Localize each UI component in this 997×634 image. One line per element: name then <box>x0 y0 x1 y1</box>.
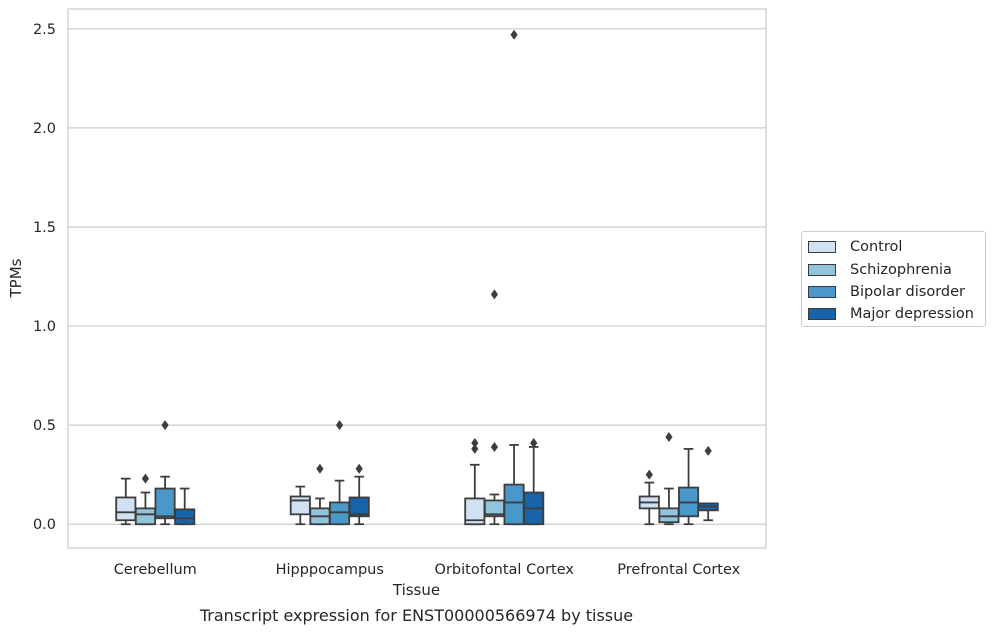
y-tick-label: 0.5 <box>33 418 56 434</box>
box-major-depression <box>348 463 370 526</box>
y-tick-label: 1.0 <box>33 319 56 335</box>
grid-lines <box>68 28 766 525</box>
x-tick-label: Cerebellum <box>114 562 197 578</box>
outlier-point <box>645 469 653 480</box>
box-major-depression <box>523 437 545 526</box>
figure-caption: Transcript expression for ENST0000056697… <box>199 606 634 625</box>
box-iqr <box>115 496 137 522</box>
box-iqr <box>154 487 176 520</box>
x-tick-label: Prefrontal Cortex <box>617 562 740 578</box>
box-bipolar-disorder <box>154 420 176 526</box>
outlier-point <box>704 445 712 456</box>
legend-item-bipolar-disorder: Bipolar disorder <box>808 281 985 303</box>
box-iqr <box>134 507 156 526</box>
box-major-depression <box>174 487 196 526</box>
outlier-point <box>316 463 324 474</box>
legend: Control Schizophrenia Bipolar disorder M… <box>801 231 986 327</box>
box-schizophrenia <box>483 289 505 526</box>
outlier-point <box>490 289 499 300</box>
box-bipolar-disorder <box>678 448 700 526</box>
box-control <box>464 437 486 526</box>
legend-item-schizophrenia: Schizophrenia <box>808 258 985 280</box>
box-iqr <box>174 508 196 526</box>
y-tick-label: 1.5 <box>33 220 56 236</box>
box-bipolar-disorder <box>503 29 525 526</box>
outlier-point <box>665 432 673 443</box>
legend-label-schizophrenia: Schizophrenia <box>850 261 952 278</box>
y-axis-ticks: 0.0 0.5 1.0 1.5 2.0 2.5 <box>33 22 56 533</box>
y-tick-label: 0.0 <box>33 517 56 533</box>
outlier-point <box>161 420 169 431</box>
box-iqr <box>658 507 680 524</box>
x-axis-ticks: Cerebellum Hipppocampus Orbitofontal Corte… <box>114 562 741 578</box>
legend-swatch-major-depression <box>808 308 836 321</box>
legend-label-bipolar-disorder: Bipolar disorder <box>850 283 965 300</box>
outlier-point <box>490 441 499 452</box>
box-control <box>115 477 137 526</box>
legend-swatch-bipolar-disorder <box>808 285 836 298</box>
legend-label-control: Control <box>850 239 903 256</box>
boxes <box>115 29 719 526</box>
x-tick-label: Hipppocampus <box>276 562 384 578</box>
box-major-depression <box>697 445 719 522</box>
box-iqr <box>503 483 525 526</box>
box-schizophrenia <box>134 473 156 526</box>
y-axis-label: TPMs <box>7 258 25 298</box>
x-axis-label: Tissue <box>392 581 440 599</box>
y-tick-label: 2.0 <box>33 121 56 137</box>
outlier-point <box>471 443 479 454</box>
box-schizophrenia <box>309 463 331 526</box>
legend-label-major-depression: Major depression <box>850 306 974 323</box>
y-tick-label: 2.5 <box>33 22 56 38</box>
plot-area-frame <box>67 8 767 549</box>
outlier-point <box>141 473 150 484</box>
box-bipolar-disorder <box>329 420 351 526</box>
outlier-point <box>530 437 538 448</box>
box-schizophrenia <box>658 432 680 526</box>
legend-item-control: Control <box>808 236 985 258</box>
legend-swatch-schizophrenia <box>808 263 836 276</box>
outlier-point <box>355 463 363 474</box>
box-iqr <box>289 495 311 516</box>
legend-swatch-control <box>808 241 836 254</box>
legend-item-major-depression: Major depression <box>808 303 985 325</box>
box-control <box>638 469 660 526</box>
x-tick-label: Orbitofontal Cortex <box>435 562 575 578</box>
outlier-point <box>335 420 344 431</box>
outlier-point <box>471 437 479 448</box>
box-iqr <box>348 496 370 518</box>
outlier-point <box>510 29 518 40</box>
box-control <box>289 485 311 526</box>
box-iqr <box>329 501 351 526</box>
